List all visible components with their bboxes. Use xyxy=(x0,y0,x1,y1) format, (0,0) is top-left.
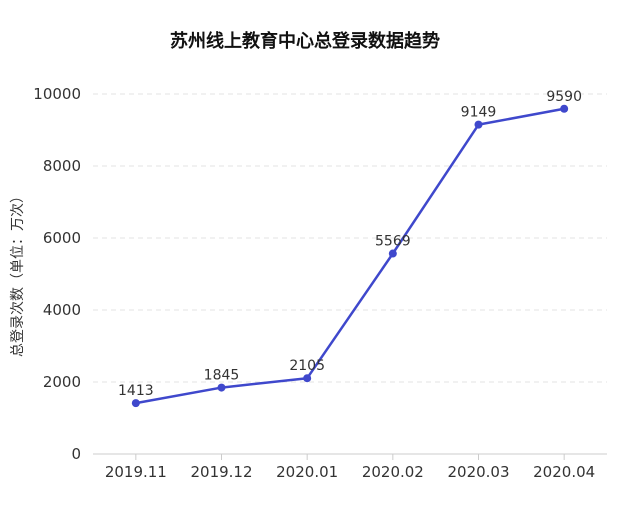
y-tick-label: 2000 xyxy=(43,373,81,391)
y-axis-label: 总登录次数（单位：万次） xyxy=(10,189,26,357)
data-label: 9149 xyxy=(461,105,497,121)
y-tick-label: 8000 xyxy=(43,157,81,175)
data-label: 2105 xyxy=(289,358,325,374)
data-point xyxy=(131,399,140,408)
chart-title: 苏州线上教育中心总登录数据趋势 xyxy=(170,30,440,52)
y-tick-label: 0 xyxy=(71,445,81,463)
x-tick-label: 2019.11 xyxy=(105,463,167,481)
data-point xyxy=(303,374,312,383)
x-axis-ticks: 2019.11 2019.12 2020.01 2020.02 2020.03 2020.… xyxy=(105,454,595,481)
y-tick-label: 4000 xyxy=(43,301,81,319)
x-tick-label: 2020.01 xyxy=(276,463,338,481)
data-point xyxy=(388,249,397,258)
data-point xyxy=(217,383,226,392)
data-label: 1845 xyxy=(204,368,240,384)
data-label: 1413 xyxy=(118,383,154,399)
x-tick-label: 2020.04 xyxy=(533,463,595,481)
gridlines xyxy=(93,93,607,383)
data-point xyxy=(560,104,569,113)
y-tick-label: 6000 xyxy=(43,229,81,247)
x-tick-label: 2019.12 xyxy=(190,463,252,481)
x-tick-label: 2020.02 xyxy=(362,463,424,481)
data-label: 9590 xyxy=(546,89,582,105)
series-line xyxy=(135,107,565,405)
data-point xyxy=(474,120,483,129)
series-layer xyxy=(131,104,569,408)
y-axis-ticks: 0 2000 4000 6000 8000 10000 xyxy=(33,85,81,463)
data-labels: 1413 1845 2105 5569 9149 9590 xyxy=(118,89,582,399)
x-tick-label: 2020.03 xyxy=(447,463,509,481)
y-tick-label: 10000 xyxy=(33,85,81,103)
data-label: 5569 xyxy=(375,234,411,250)
